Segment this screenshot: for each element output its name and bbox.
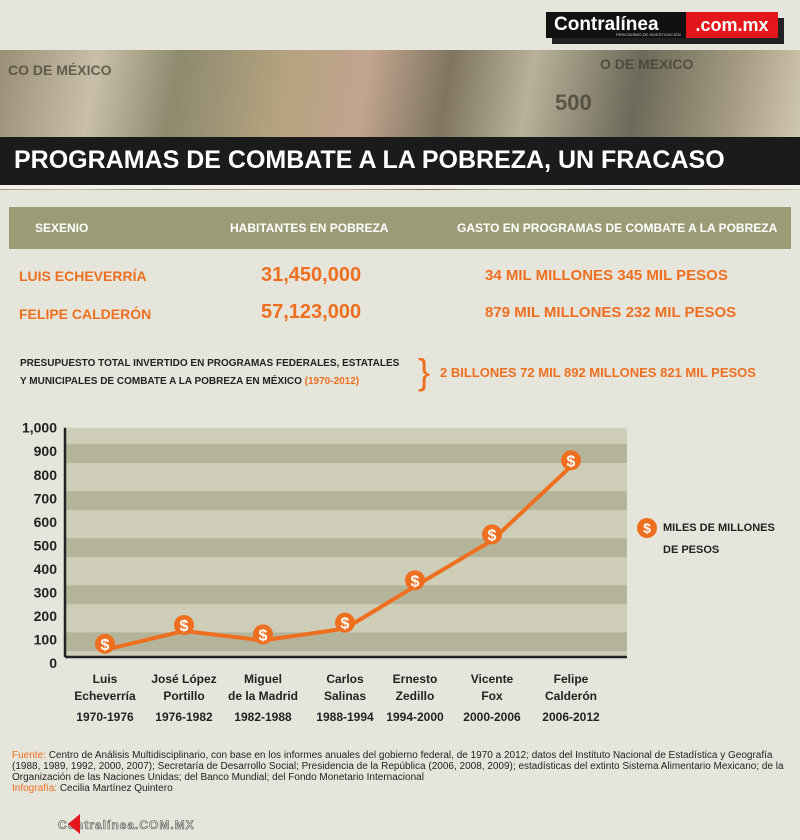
footer-sources: Fuente: Centro de Análisis Multidiscipli… <box>12 750 792 794</box>
row-sexenio: FELIPE CALDERÓN <box>19 306 152 322</box>
x-category-label: Vicente <box>471 672 514 686</box>
data-point <box>405 570 425 591</box>
dollar-sign-icon: $ <box>259 627 268 644</box>
brace-icon: } <box>418 351 431 392</box>
legend-line-1: MILES DE MILLONES <box>663 522 775 534</box>
line-chart: 0 100 200 300 400 500 600 700 800 900 1,000 $ $ $ $ $ $ $… <box>22 420 627 724</box>
banner-text: O DE MEXICO <box>600 56 694 72</box>
row-habitantes: 31,450,000 <box>261 264 362 286</box>
triangle-icon <box>68 814 80 834</box>
x-period-label: 1970-1976 <box>76 710 134 724</box>
row-sexenio: LUIS ECHEVERRÍA <box>19 268 147 284</box>
x-category-label: Fox <box>481 689 503 703</box>
x-category-label: Salinas <box>324 689 366 703</box>
y-tick-label: 900 <box>34 443 58 459</box>
legend-line-2: DE PESOS <box>663 544 720 556</box>
credit-text: Cecilia Martínez Quintero <box>59 783 173 794</box>
total-budget-value: 2 BILLONES 72 MIL 892 MILLONES 821 MIL P… <box>440 365 756 380</box>
x-category-label: Ernesto <box>393 672 438 686</box>
dollar-sign-icon: $ <box>411 573 420 590</box>
x-period-label: 2000-2006 <box>463 710 521 724</box>
row-gasto: 34 MIL MILLONES 345 MIL PESOS <box>485 267 728 284</box>
x-category-label: Miguel <box>244 672 282 686</box>
x-category-label: Calderón <box>545 689 597 703</box>
y-tick-label: 0 <box>49 655 57 671</box>
grid-band <box>65 585 627 605</box>
page-title: PROGRAMAS DE COMBATE A LA POBREZA, UN FR… <box>14 146 725 174</box>
grid-band <box>65 632 627 652</box>
y-tick-label: 200 <box>34 608 58 624</box>
x-period-label: 2006-2012 <box>542 710 600 724</box>
dollar-sign-icon: $ <box>488 527 497 544</box>
x-period-label: 1994-2000 <box>386 710 444 724</box>
y-tick-label: 1,000 <box>22 420 57 436</box>
total-line-1: PRESUPUESTO TOTAL INVERTIDO EN PROGRAMAS… <box>20 358 400 369</box>
y-tick-label: 700 <box>34 490 58 506</box>
data-point <box>335 612 355 633</box>
grid-band <box>65 491 627 511</box>
data-point <box>561 450 581 471</box>
credit-label: Infografía: <box>12 783 58 794</box>
page-title-bar: PROGRAMAS DE COMBATE A LA POBREZA, UN FR… <box>0 137 800 189</box>
x-category-label: José López <box>151 672 216 686</box>
dollar-sign-icon: $ <box>180 618 189 635</box>
dollar-sign-icon: $ <box>567 453 576 470</box>
y-tick-label: 600 <box>34 514 58 530</box>
watermark-text: Contralínea.COM.MX <box>58 818 195 833</box>
x-category-label: Zedillo <box>396 689 435 703</box>
grid-band <box>65 538 627 558</box>
data-point <box>482 524 502 545</box>
x-category-label: Carlos <box>326 672 364 686</box>
row-habitantes: 57,123,000 <box>261 301 362 323</box>
row-gasto: 879 MIL MILLONES 232 MIL PESOS <box>485 304 737 321</box>
x-period-label: 1988-1994 <box>316 710 374 724</box>
x-category-label: Luis <box>93 672 118 686</box>
y-tick-label: 800 <box>34 467 58 483</box>
y-tick-label: 500 <box>34 537 58 553</box>
x-category-label: Felipe <box>554 672 589 686</box>
dollar-sign-icon: $ <box>637 518 657 538</box>
x-category-label: Echeverría <box>74 689 136 703</box>
total-line-2: Y MUNICIPALES DE COMBATE A LA POBREZA EN… <box>20 376 302 387</box>
dollar-sign-icon: $ <box>101 637 110 654</box>
total-budget-label: PRESUPUESTO TOTAL INVERTIDO EN PROGRAMAS… <box>20 355 399 391</box>
table-header: SEXENIO HABITANTES EN POBREZA GASTO EN P… <box>9 207 791 249</box>
data-point <box>95 633 115 654</box>
contralinea-logo: Contralínea .com.mx PERIODISMO DE INVEST… <box>546 12 778 38</box>
logo-domain: .com.mx <box>686 12 778 38</box>
banner-text: CO DE MÉXICO <box>8 62 112 78</box>
x-period-label: 1976-1982 <box>155 710 213 724</box>
header-gasto: GASTO EN PROGRAMAS DE COMBATE A LA POBRE… <box>457 221 778 235</box>
x-category-label: de la Madrid <box>228 689 298 703</box>
source-label: Fuente: <box>12 750 46 761</box>
y-tick-label: 100 <box>34 631 58 647</box>
x-category-label: Portillo <box>163 689 204 703</box>
total-period: (1970-2012) <box>304 376 360 387</box>
y-tick-label: 400 <box>34 561 58 577</box>
logo-name: Contralínea <box>554 14 659 35</box>
footer-watermark: Contralínea.COM.MX <box>58 814 195 834</box>
data-point <box>253 624 273 645</box>
x-period-label: 1982-1988 <box>234 710 292 724</box>
banner-text: 500 <box>555 90 592 115</box>
source-text: Centro de Análisis Multidisciplinario, c… <box>12 750 784 783</box>
dollar-sign-icon: $ <box>341 616 350 633</box>
grid-band <box>65 444 627 463</box>
header-sexenio: SEXENIO <box>35 221 89 235</box>
logo-tagline: PERIODISMO DE INVESTIGACIÓN <box>616 32 681 37</box>
header-habitantes: HABITANTES EN POBREZA <box>230 221 389 235</box>
data-point <box>174 614 194 635</box>
y-tick-label: 300 <box>34 584 58 600</box>
